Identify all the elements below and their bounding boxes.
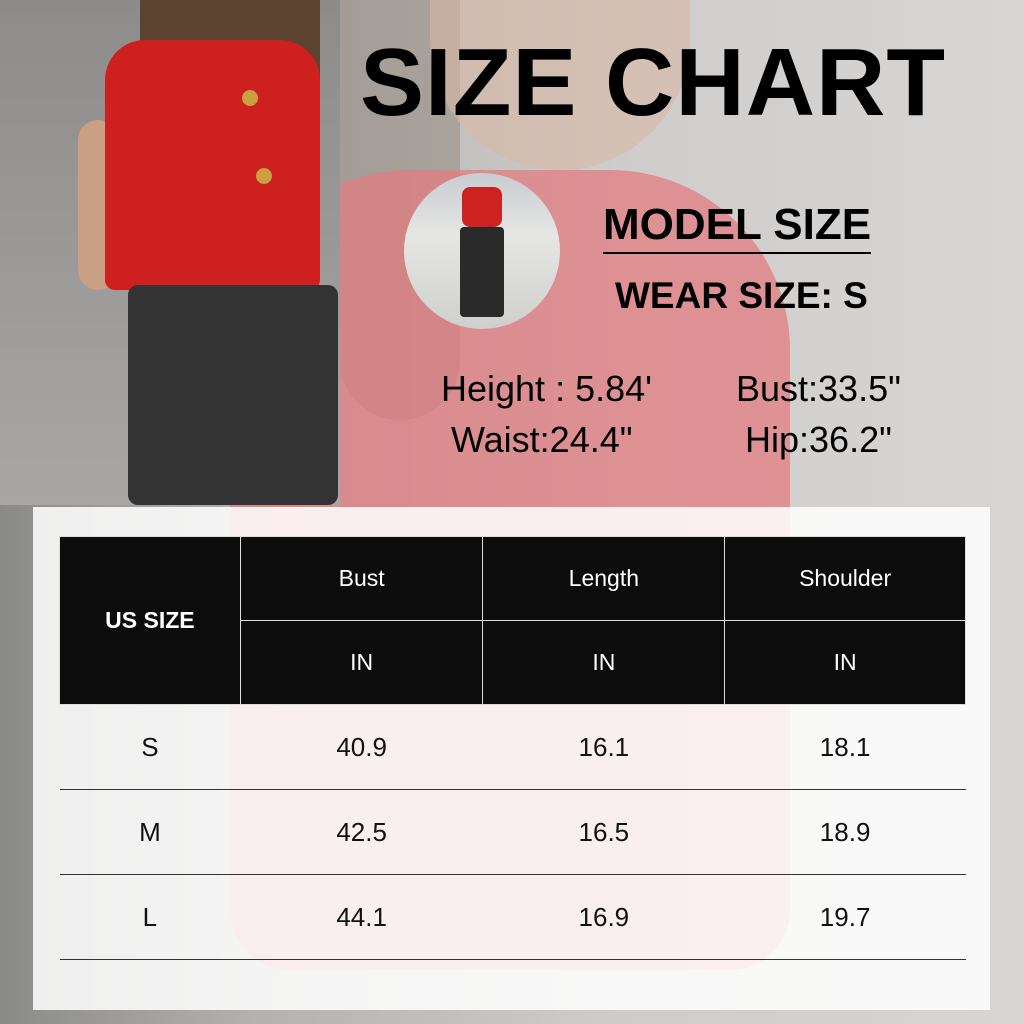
- shoulder-cell: 19.7: [724, 874, 966, 960]
- model-thumbnail: [404, 173, 560, 329]
- table-row: M 42.5 16.5 18.9: [59, 789, 966, 875]
- model-waist: Waist:24.4": [451, 419, 633, 460]
- bust-cell: 40.9: [240, 704, 483, 790]
- table-row: S 40.9 16.1 18.1: [59, 704, 966, 790]
- model-bust: Bust:33.5": [736, 368, 901, 409]
- model-height: Height : 5.84': [441, 368, 653, 409]
- page-title: SIZE CHART: [360, 29, 946, 136]
- header-us-size: US SIZE: [59, 536, 241, 705]
- header-shoulder: Shoulder: [724, 536, 966, 621]
- length-cell: 16.9: [482, 874, 725, 960]
- bust-cell: 42.5: [240, 789, 483, 875]
- table-row: L 44.1 16.9 19.7: [59, 874, 966, 960]
- bust-cell: 44.1: [240, 874, 483, 960]
- unit-bust: IN: [239, 620, 484, 705]
- length-cell: 16.1: [482, 704, 725, 790]
- size-cell: S: [59, 704, 241, 790]
- model-size-heading: MODEL SIZE: [603, 200, 872, 254]
- header-bust: Bust: [239, 536, 484, 621]
- model-photo: [0, 0, 340, 505]
- header-length: Length: [482, 536, 726, 621]
- length-cell: 16.5: [482, 789, 725, 875]
- shoulder-cell: 18.9: [724, 789, 966, 875]
- size-cell: L: [59, 874, 241, 960]
- size-table: US SIZE Bust Length Shoulder IN IN IN S …: [59, 536, 966, 960]
- unit-shoulder: IN: [724, 620, 966, 705]
- model-hip: Hip:36.2": [745, 419, 892, 460]
- shoulder-cell: 18.1: [724, 704, 966, 790]
- unit-length: IN: [482, 620, 726, 705]
- wear-size: WEAR SIZE: S: [615, 275, 868, 316]
- size-cell: M: [59, 789, 241, 875]
